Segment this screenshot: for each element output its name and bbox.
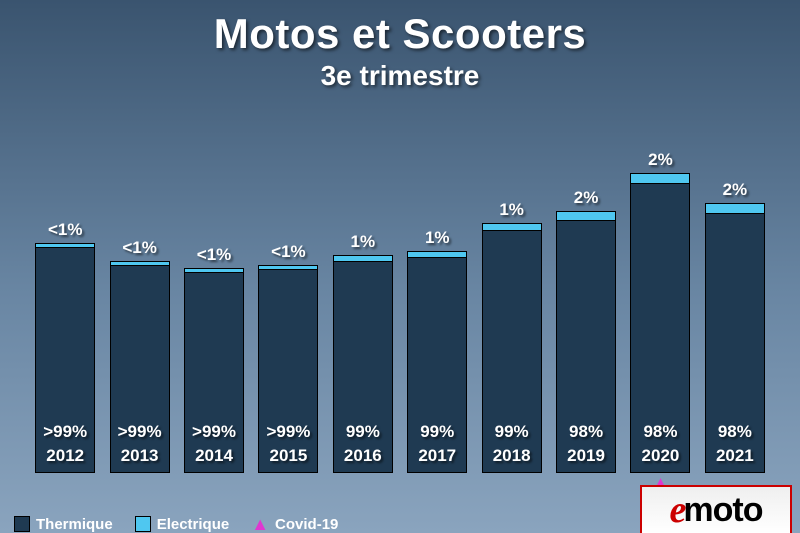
segment-electrique [705, 203, 765, 213]
year-label: 2014 [195, 446, 233, 466]
legend-item-covid: ▲ Covid-19 [251, 515, 338, 533]
thermique-pct-label: >99% [266, 422, 310, 442]
stacked-bar: 98% 2019 [556, 211, 616, 473]
electric-pct-label: 2% [723, 180, 748, 200]
thermique-pct-label: 99% [420, 422, 454, 442]
electric-pct-label: <1% [122, 238, 157, 258]
segment-electrique [556, 211, 616, 220]
legend-label-covid: Covid-19 [275, 516, 338, 533]
electric-pct-label: 2% [648, 150, 673, 170]
stacked-bar: >99% 2012 [35, 243, 95, 473]
segment-electrique [630, 173, 690, 183]
stacked-bar: 98% 2020 [630, 173, 690, 473]
stacked-bar: 99% 2017 [407, 251, 467, 473]
bar-column: 2% 98% 2021 [698, 130, 772, 473]
segment-electrique [482, 223, 542, 230]
segment-thermique: 98% 2019 [556, 220, 616, 473]
segment-thermique: 98% 2020 [630, 183, 690, 473]
year-label: 2018 [493, 446, 531, 466]
electric-pct-label: 1% [351, 232, 376, 252]
bar-column: 1% 99% 2017 [400, 130, 474, 473]
bar-column: <1% >99% 2015 [251, 130, 325, 473]
segment-thermique: 99% 2016 [333, 261, 393, 473]
year-label: 2019 [567, 446, 605, 466]
electric-pct-label: <1% [271, 242, 306, 262]
electric-pct-label: 1% [425, 228, 450, 248]
year-label: 2021 [716, 446, 754, 466]
stacked-bar: 98% 2021 [705, 203, 765, 473]
stacked-bar: >99% 2014 [184, 268, 244, 473]
stacked-bar: 99% 2016 [333, 255, 393, 473]
electric-pct-label: <1% [197, 245, 232, 265]
legend-label-thermique: Thermique [36, 516, 113, 533]
segment-thermique: 99% 2017 [407, 257, 467, 473]
thermique-pct-label: 99% [346, 422, 380, 442]
segment-thermique: >99% 2013 [110, 265, 170, 473]
chart-title: Motos et Scooters [0, 10, 800, 58]
triangle-icon: ▲ [251, 515, 269, 533]
year-label: 2013 [121, 446, 159, 466]
thermique-pct-label: 99% [495, 422, 529, 442]
bar-column: <1% >99% 2012 [28, 130, 102, 473]
chart-subtitle: 3e trimestre [0, 60, 800, 92]
segment-thermique: 98% 2021 [705, 213, 765, 473]
thermique-pct-label: >99% [192, 422, 236, 442]
bar-column: 2%98%2020▲ [623, 130, 697, 473]
bar-column: <1% >99% 2014 [177, 130, 251, 473]
thermique-pct-label: 98% [643, 422, 677, 442]
segment-thermique: >99% 2015 [258, 269, 318, 473]
legend-item-electrique: Electrique [135, 516, 230, 533]
stacked-bar: >99% 2013 [110, 261, 170, 473]
segment-thermique: >99% 2012 [35, 247, 95, 473]
swatch-thermique [14, 516, 30, 532]
year-label: 2012 [46, 446, 84, 466]
electric-pct-label: <1% [48, 220, 83, 240]
thermique-pct-label: >99% [43, 422, 87, 442]
year-label: 2020 [642, 446, 680, 466]
year-label: 2017 [418, 446, 456, 466]
chart-area: <1% >99% 2012 <1% >99% 2013 <1% >99% 2014 <1% >99%… [28, 130, 772, 473]
thermique-pct-label: 98% [569, 422, 603, 442]
electric-pct-label: 2% [574, 188, 599, 208]
logo-moto: moto [683, 491, 762, 530]
electric-pct-label: 1% [499, 200, 524, 220]
year-label: 2016 [344, 446, 382, 466]
stacked-bar: 99% 2018 [482, 223, 542, 473]
segment-thermique: >99% 2014 [184, 272, 244, 473]
emoto-logo: emoto [640, 485, 792, 533]
legend-item-thermique: Thermique [14, 516, 113, 533]
thermique-pct-label: >99% [118, 422, 162, 442]
legend: Thermique Electrique ▲ Covid-19 [14, 515, 338, 533]
stacked-bar: >99% 2015 [258, 265, 318, 473]
bar-column: <1% >99% 2013 [102, 130, 176, 473]
bar-column: 1% 99% 2018 [474, 130, 548, 473]
bar-column: 1% 99% 2016 [326, 130, 400, 473]
thermique-pct-label: 98% [718, 422, 752, 442]
swatch-electrique [135, 516, 151, 532]
bar-column: 2% 98% 2019 [549, 130, 623, 473]
year-label: 2015 [270, 446, 308, 466]
legend-label-electrique: Electrique [157, 516, 230, 533]
segment-thermique: 99% 2018 [482, 230, 542, 473]
